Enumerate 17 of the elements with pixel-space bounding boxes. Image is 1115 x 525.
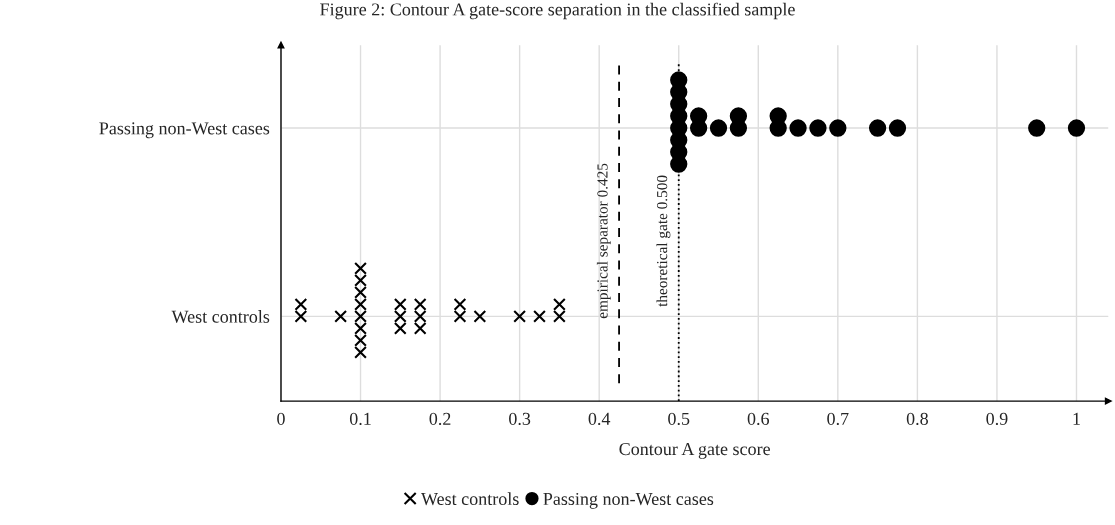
- x-axis-title: Contour A gate score: [619, 443, 770, 459]
- legend-label: West controls: [421, 492, 519, 506]
- x-tick-label: 0.3: [509, 412, 531, 425]
- ref-line-label: theoretical gate 0.500: [656, 175, 671, 307]
- chart-title: Figure 2: Contour A gate-score separation in the classified sample: [320, 2, 795, 20]
- x-tick-label: 0: [277, 412, 285, 425]
- x-tick-label: 0.1: [349, 412, 371, 425]
- x-tick-label: 0.8: [906, 412, 928, 425]
- x-tick-label: 0.9: [986, 412, 1008, 425]
- x-tick-label: 0.7: [827, 412, 849, 425]
- x-tick-label: 0.5: [668, 412, 690, 425]
- x-tick-label: 1: [1073, 412, 1080, 425]
- x-tick-label: 0.2: [429, 412, 451, 425]
- legend-label: Passing non-West cases: [543, 492, 714, 509]
- x-tick-label: 0.4: [588, 412, 611, 425]
- ref-line-label: empirical separator 0.425: [596, 163, 611, 319]
- x-tick-label: 0.6: [747, 412, 770, 425]
